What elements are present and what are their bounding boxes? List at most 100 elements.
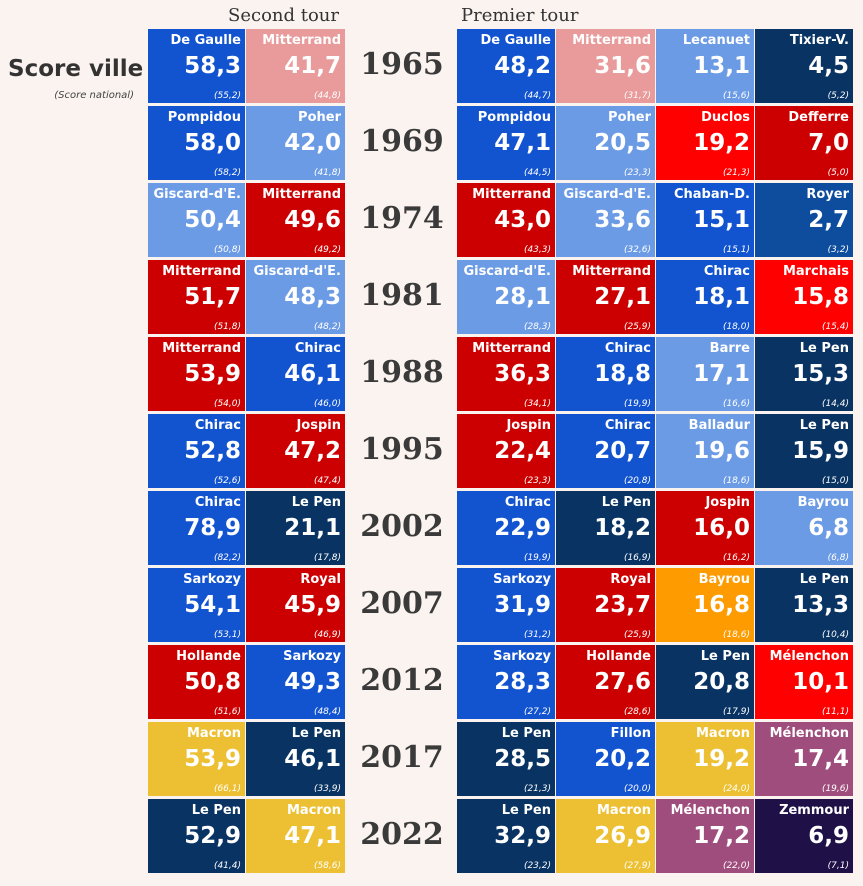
city-score: 17,4	[792, 746, 849, 772]
national-score: (58,2)	[213, 168, 241, 178]
city-score: 46,1	[284, 361, 341, 387]
national-score: (31,2)	[523, 630, 551, 640]
city-score: 7,0	[808, 130, 849, 156]
city-score: 20,5	[594, 130, 651, 156]
national-score: (22,0)	[722, 861, 750, 871]
first-round-1965-cell: De Gaulle 48,2 (44,7)	[457, 29, 555, 103]
candidate-name: Royal	[300, 572, 341, 587]
first-round-1981-cell: Chirac 18,1 (18,0)	[656, 260, 754, 334]
first-round-1988-cell: Barre 17,1 (16,6)	[656, 337, 754, 411]
national-score: (47,4)	[313, 476, 341, 486]
second-round-2017-cell: Macron 53,9 (66,1)	[148, 722, 245, 796]
candidate-name: Le Pen	[799, 341, 849, 356]
city-score: 15,9	[792, 438, 849, 464]
first-round-1981-cell: Marchais 15,8 (15,4)	[755, 260, 853, 334]
second-round-2002-cell: Le Pen 21,1 (17,8)	[246, 491, 345, 565]
year-label: 1969	[360, 124, 444, 159]
first-round-2012-cell: Mélenchon 10,1 (11,1)	[755, 645, 853, 719]
national-score: (24,0)	[722, 784, 750, 794]
national-score: (17,9)	[722, 707, 750, 717]
second-round-1995-cell: Jospin 47,2 (47,4)	[246, 414, 345, 488]
year-label: 1988	[360, 355, 444, 390]
national-score: (44,8)	[313, 91, 341, 101]
candidate-name: Chaban-D.	[673, 187, 750, 202]
candidate-name: Le Pen	[191, 803, 241, 818]
city-score: 47,1	[284, 823, 341, 849]
year-label: 2002	[360, 509, 444, 544]
national-score: (16,2)	[722, 553, 750, 563]
candidate-name: Sarkozy	[493, 649, 551, 664]
candidate-name: De Gaulle	[170, 33, 241, 48]
first-round-1974-cell: Giscard-d'E. 33,6 (32,6)	[556, 183, 655, 257]
first-round-2007-cell: Sarkozy 31,9 (31,2)	[457, 568, 555, 642]
national-score: (15,4)	[821, 322, 849, 332]
national-score: (32,6)	[623, 245, 651, 255]
national-score: (17,8)	[313, 553, 341, 563]
candidate-name: Marchais	[782, 264, 849, 279]
candidate-name: Zemmour	[779, 803, 849, 818]
city-score: 16,0	[693, 515, 750, 541]
city-score: 13,3	[792, 592, 849, 618]
city-score: 54,1	[184, 592, 241, 618]
first-round-2022-cell: Le Pen 32,9 (23,2)	[457, 799, 555, 873]
candidate-name: Tixier-V.	[789, 33, 849, 48]
second-round-2007-cell: Sarkozy 54,1 (53,1)	[148, 568, 245, 642]
city-score: 20,7	[594, 438, 651, 464]
city-score: 26,9	[594, 823, 651, 849]
first-round-2012-cell: Hollande 27,6 (28,6)	[556, 645, 655, 719]
national-score: (66,1)	[213, 784, 241, 794]
first-round-1974-cell: Royer 2,7 (3,2)	[755, 183, 853, 257]
national-score: (14,4)	[821, 399, 849, 409]
national-score: (28,6)	[623, 707, 651, 717]
city-score: 36,3	[494, 361, 551, 387]
candidate-name: Lecanuet	[682, 33, 750, 48]
national-score: (5,0)	[827, 168, 849, 178]
city-score: 50,8	[184, 669, 241, 695]
candidate-name: Defferre	[788, 110, 849, 125]
candidate-name: Jospin	[296, 418, 341, 433]
first-round-2002-cell: Bayrou 6,8 (6,8)	[755, 491, 853, 565]
first-round-1988-cell: Chirac 18,8 (19,9)	[556, 337, 655, 411]
city-score: 15,1	[693, 207, 750, 233]
city-score: 16,8	[693, 592, 750, 618]
second-round-2007-cell: Royal 45,9 (46,9)	[246, 568, 345, 642]
national-score: (3,2)	[827, 245, 849, 255]
candidate-name: Chirac	[504, 495, 551, 510]
city-score: 43,0	[494, 207, 551, 233]
first-round-2022-cell: Macron 26,9 (27,9)	[556, 799, 655, 873]
year-label: 2017	[360, 740, 444, 775]
first-round-2017-cell: Le Pen 28,5 (21,3)	[457, 722, 555, 796]
national-score: (82,2)	[213, 553, 241, 563]
second-round-1995-cell: Chirac 52,8 (52,6)	[148, 414, 245, 488]
national-score: (33,9)	[313, 784, 341, 794]
national-score: (25,9)	[623, 630, 651, 640]
candidate-name: Giscard-d'E.	[563, 187, 651, 202]
first-round-2012-cell: Le Pen 20,8 (17,9)	[656, 645, 754, 719]
first-round-2007-cell: Royal 23,7 (25,9)	[556, 568, 655, 642]
national-score: (5,2)	[827, 91, 849, 101]
city-score: 20,2	[594, 746, 651, 772]
city-score: 6,8	[808, 515, 849, 541]
second-round-1974-cell: Giscard-d'E. 50,4 (50,8)	[148, 183, 245, 257]
candidate-name: Balladur	[688, 418, 750, 433]
national-score: (18,6)	[722, 630, 750, 640]
candidate-name: Fillon	[610, 726, 651, 741]
candidate-name: Mitterrand	[572, 33, 651, 48]
national-score: (19,9)	[623, 399, 651, 409]
first-round-1965-cell: Mitterrand 31,6 (31,7)	[556, 29, 655, 103]
first-round-2002-cell: Chirac 22,9 (19,9)	[457, 491, 555, 565]
year-label: 2012	[360, 663, 444, 698]
national-score: (58,6)	[313, 861, 341, 871]
first-round-1969-cell: Defferre 7,0 (5,0)	[755, 106, 853, 180]
city-score: 22,4	[494, 438, 551, 464]
first-round-1995-cell: Balladur 19,6 (18,6)	[656, 414, 754, 488]
city-score: 21,1	[284, 515, 341, 541]
first-round-2022-cell: Mélenchon 17,2 (22,0)	[656, 799, 754, 873]
national-score: (10,4)	[821, 630, 849, 640]
city-score: 31,6	[594, 53, 651, 79]
candidate-name: Sarkozy	[183, 572, 241, 587]
city-score: 19,2	[693, 746, 750, 772]
national-score: (43,3)	[523, 245, 551, 255]
city-score: 32,9	[494, 823, 551, 849]
second-round-1965-cell: De Gaulle 58,3 (55,2)	[148, 29, 245, 103]
